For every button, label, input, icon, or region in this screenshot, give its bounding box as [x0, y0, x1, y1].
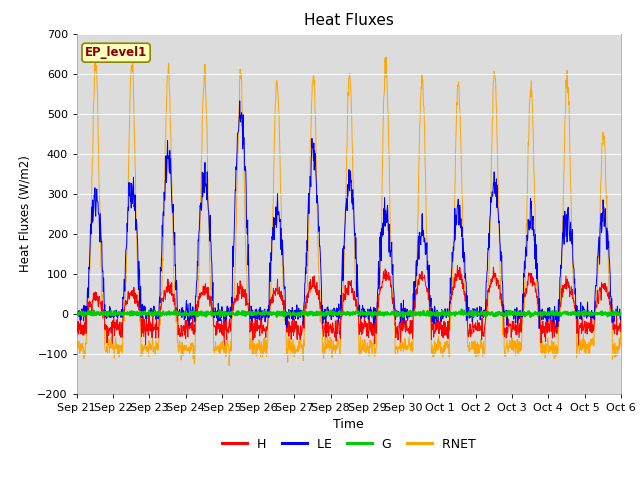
- Text: EP_level1: EP_level1: [85, 46, 147, 59]
- X-axis label: Time: Time: [333, 418, 364, 431]
- Y-axis label: Heat Fluxes (W/m2): Heat Fluxes (W/m2): [19, 155, 32, 272]
- Title: Heat Fluxes: Heat Fluxes: [304, 13, 394, 28]
- Legend:  H,  LE,  G,  RNET: H, LE, G, RNET: [217, 433, 481, 456]
